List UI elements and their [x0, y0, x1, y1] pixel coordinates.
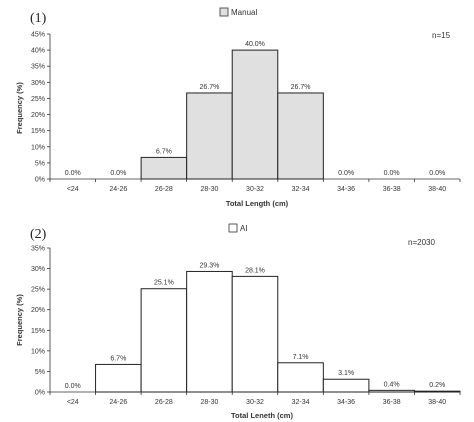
- y-tick-label: 35%: [31, 64, 45, 71]
- data-label: 28.1%: [245, 267, 265, 274]
- y-axis-title: Frequency (%): [15, 82, 24, 134]
- y-tick-label: 5%: [35, 369, 45, 376]
- x-tick-label: 30-32: [246, 399, 264, 406]
- bar: [95, 363, 142, 393]
- x-tick-label: <24: [67, 186, 79, 193]
- data-label: 0.0%: [110, 170, 126, 177]
- y-tick-label: 0%: [35, 390, 45, 397]
- data-label: 0.0%: [429, 170, 445, 177]
- x-tick-label: 30-32: [246, 186, 264, 193]
- bar: [231, 275, 279, 393]
- y-tick-label: 5%: [35, 160, 45, 167]
- y-tick-label: 15%: [31, 328, 45, 335]
- data-label: 3.1%: [338, 370, 354, 377]
- x-tick-label: 34-36: [337, 186, 355, 193]
- bar: [277, 362, 324, 393]
- y-tick-label: 20%: [31, 112, 45, 119]
- x-tick-label: 32-34: [292, 186, 310, 193]
- x-tick-label: <24: [67, 399, 79, 406]
- y-tick-label: 25%: [31, 287, 45, 294]
- data-label: 0.0%: [338, 170, 354, 177]
- x-tick-label: 36-38: [383, 186, 401, 193]
- bar: [322, 378, 370, 393]
- x-tick-label: 24-26: [109, 399, 127, 406]
- x-tick-label: 26-28: [155, 399, 173, 406]
- y-tick-label: 20%: [31, 307, 45, 314]
- data-label: 0.0%: [65, 383, 81, 390]
- y-tick-label: 15%: [31, 128, 45, 135]
- x-tick-label: 24-26: [109, 186, 127, 193]
- y-tick-label: 35%: [31, 246, 45, 253]
- x-tick-label: 34-36: [337, 399, 355, 406]
- legend-label: Manual: [231, 8, 257, 17]
- legend-swatch: [219, 7, 229, 17]
- sample-size-note: n=2030: [408, 238, 435, 247]
- bar: [413, 390, 461, 393]
- sample-size-note: n=15: [432, 31, 451, 40]
- x-tick-label: 36-38: [383, 399, 401, 406]
- bar: [231, 49, 279, 180]
- panel-label: (1): [30, 11, 47, 26]
- legend-swatch: [228, 223, 238, 233]
- x-axis-title: Total Lenеth (cm): [231, 411, 293, 420]
- y-tick-label: 10%: [31, 144, 45, 151]
- bar: [186, 92, 233, 180]
- data-label: 6.7%: [110, 355, 126, 362]
- bar: [277, 92, 324, 180]
- data-label: 40.0%: [245, 41, 265, 48]
- y-tick-label: 45%: [31, 32, 45, 39]
- y-tick-label: 40%: [31, 48, 45, 55]
- bar: [140, 288, 188, 393]
- data-label: 0.0%: [65, 170, 81, 177]
- y-tick-label: 30%: [31, 80, 45, 87]
- x-tick-label: 38-40: [428, 399, 446, 406]
- data-label: 0.4%: [384, 381, 400, 388]
- panel-label: (2): [30, 227, 47, 242]
- x-axis-title: Total Length (cm): [226, 199, 289, 208]
- bar: [186, 270, 233, 393]
- y-axis-title: Frequency (%): [15, 294, 24, 346]
- data-label: 0.0%: [384, 170, 400, 177]
- data-label: 26.7%: [291, 84, 311, 91]
- data-label: 25.1%: [154, 280, 174, 287]
- data-label: 26.7%: [200, 84, 220, 91]
- y-tick-label: 25%: [31, 96, 45, 103]
- x-tick-label: 32-34: [292, 399, 310, 406]
- data-label: 0.2%: [429, 382, 445, 389]
- chart-panel-2: (2) AI n=2030 Frequency (%) Total Lenеth…: [15, 223, 461, 420]
- data-label: 29.3%: [200, 262, 220, 269]
- bar: [140, 156, 188, 180]
- x-tick-label: 28-30: [200, 399, 218, 406]
- y-tick-label: 0%: [35, 177, 45, 184]
- x-tick-label: 26-28: [155, 186, 173, 193]
- y-tick-label: 10%: [31, 348, 45, 355]
- x-tick-label: 38-40: [428, 186, 446, 193]
- x-tick-label: 28-30: [200, 186, 218, 193]
- y-tick-label: 30%: [31, 266, 45, 273]
- legend-label: AI: [240, 224, 248, 233]
- chart-panel-1: (1) Manual n=15 Frequency (%) Total Leng…: [15, 7, 461, 208]
- data-label: 7.1%: [293, 354, 309, 361]
- bar: [368, 389, 415, 393]
- data-label: 6.7%: [156, 148, 172, 155]
